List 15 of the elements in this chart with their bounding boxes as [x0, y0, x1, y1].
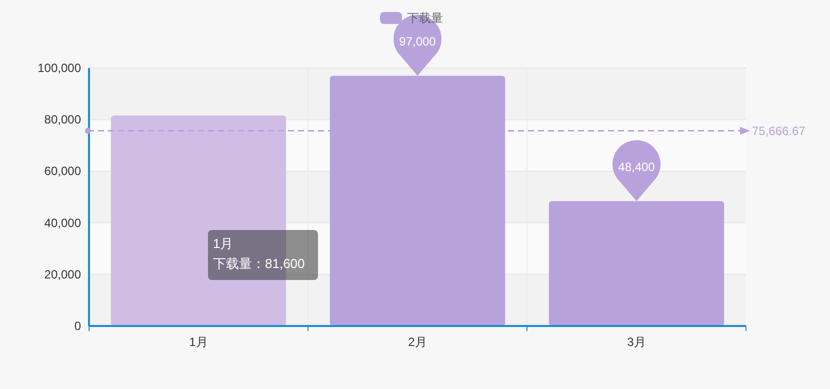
y-tick-label: 20,000 [44, 267, 82, 282]
data-label: 48,400 [618, 160, 656, 174]
y-tick-label: 100,000 [38, 61, 82, 75]
y-tick-label: 80,000 [44, 112, 82, 127]
y-tick-label: 40,000 [44, 216, 82, 230]
y-tick-label: 60,000 [44, 164, 82, 178]
x-tick-label: 3月 [627, 335, 646, 349]
x-tick-label: 1月 [189, 335, 208, 349]
annotation: 下载量：81,600 [213, 256, 305, 271]
ref-line-label: 75,666.67 [752, 124, 806, 138]
x-tick-label: 2月 [408, 335, 427, 349]
legend-label: 下载量 [407, 11, 443, 25]
annotation: 1月 [213, 236, 234, 251]
data-label: 97,000 [399, 34, 436, 49]
y-tick-label: 0 [74, 319, 82, 333]
